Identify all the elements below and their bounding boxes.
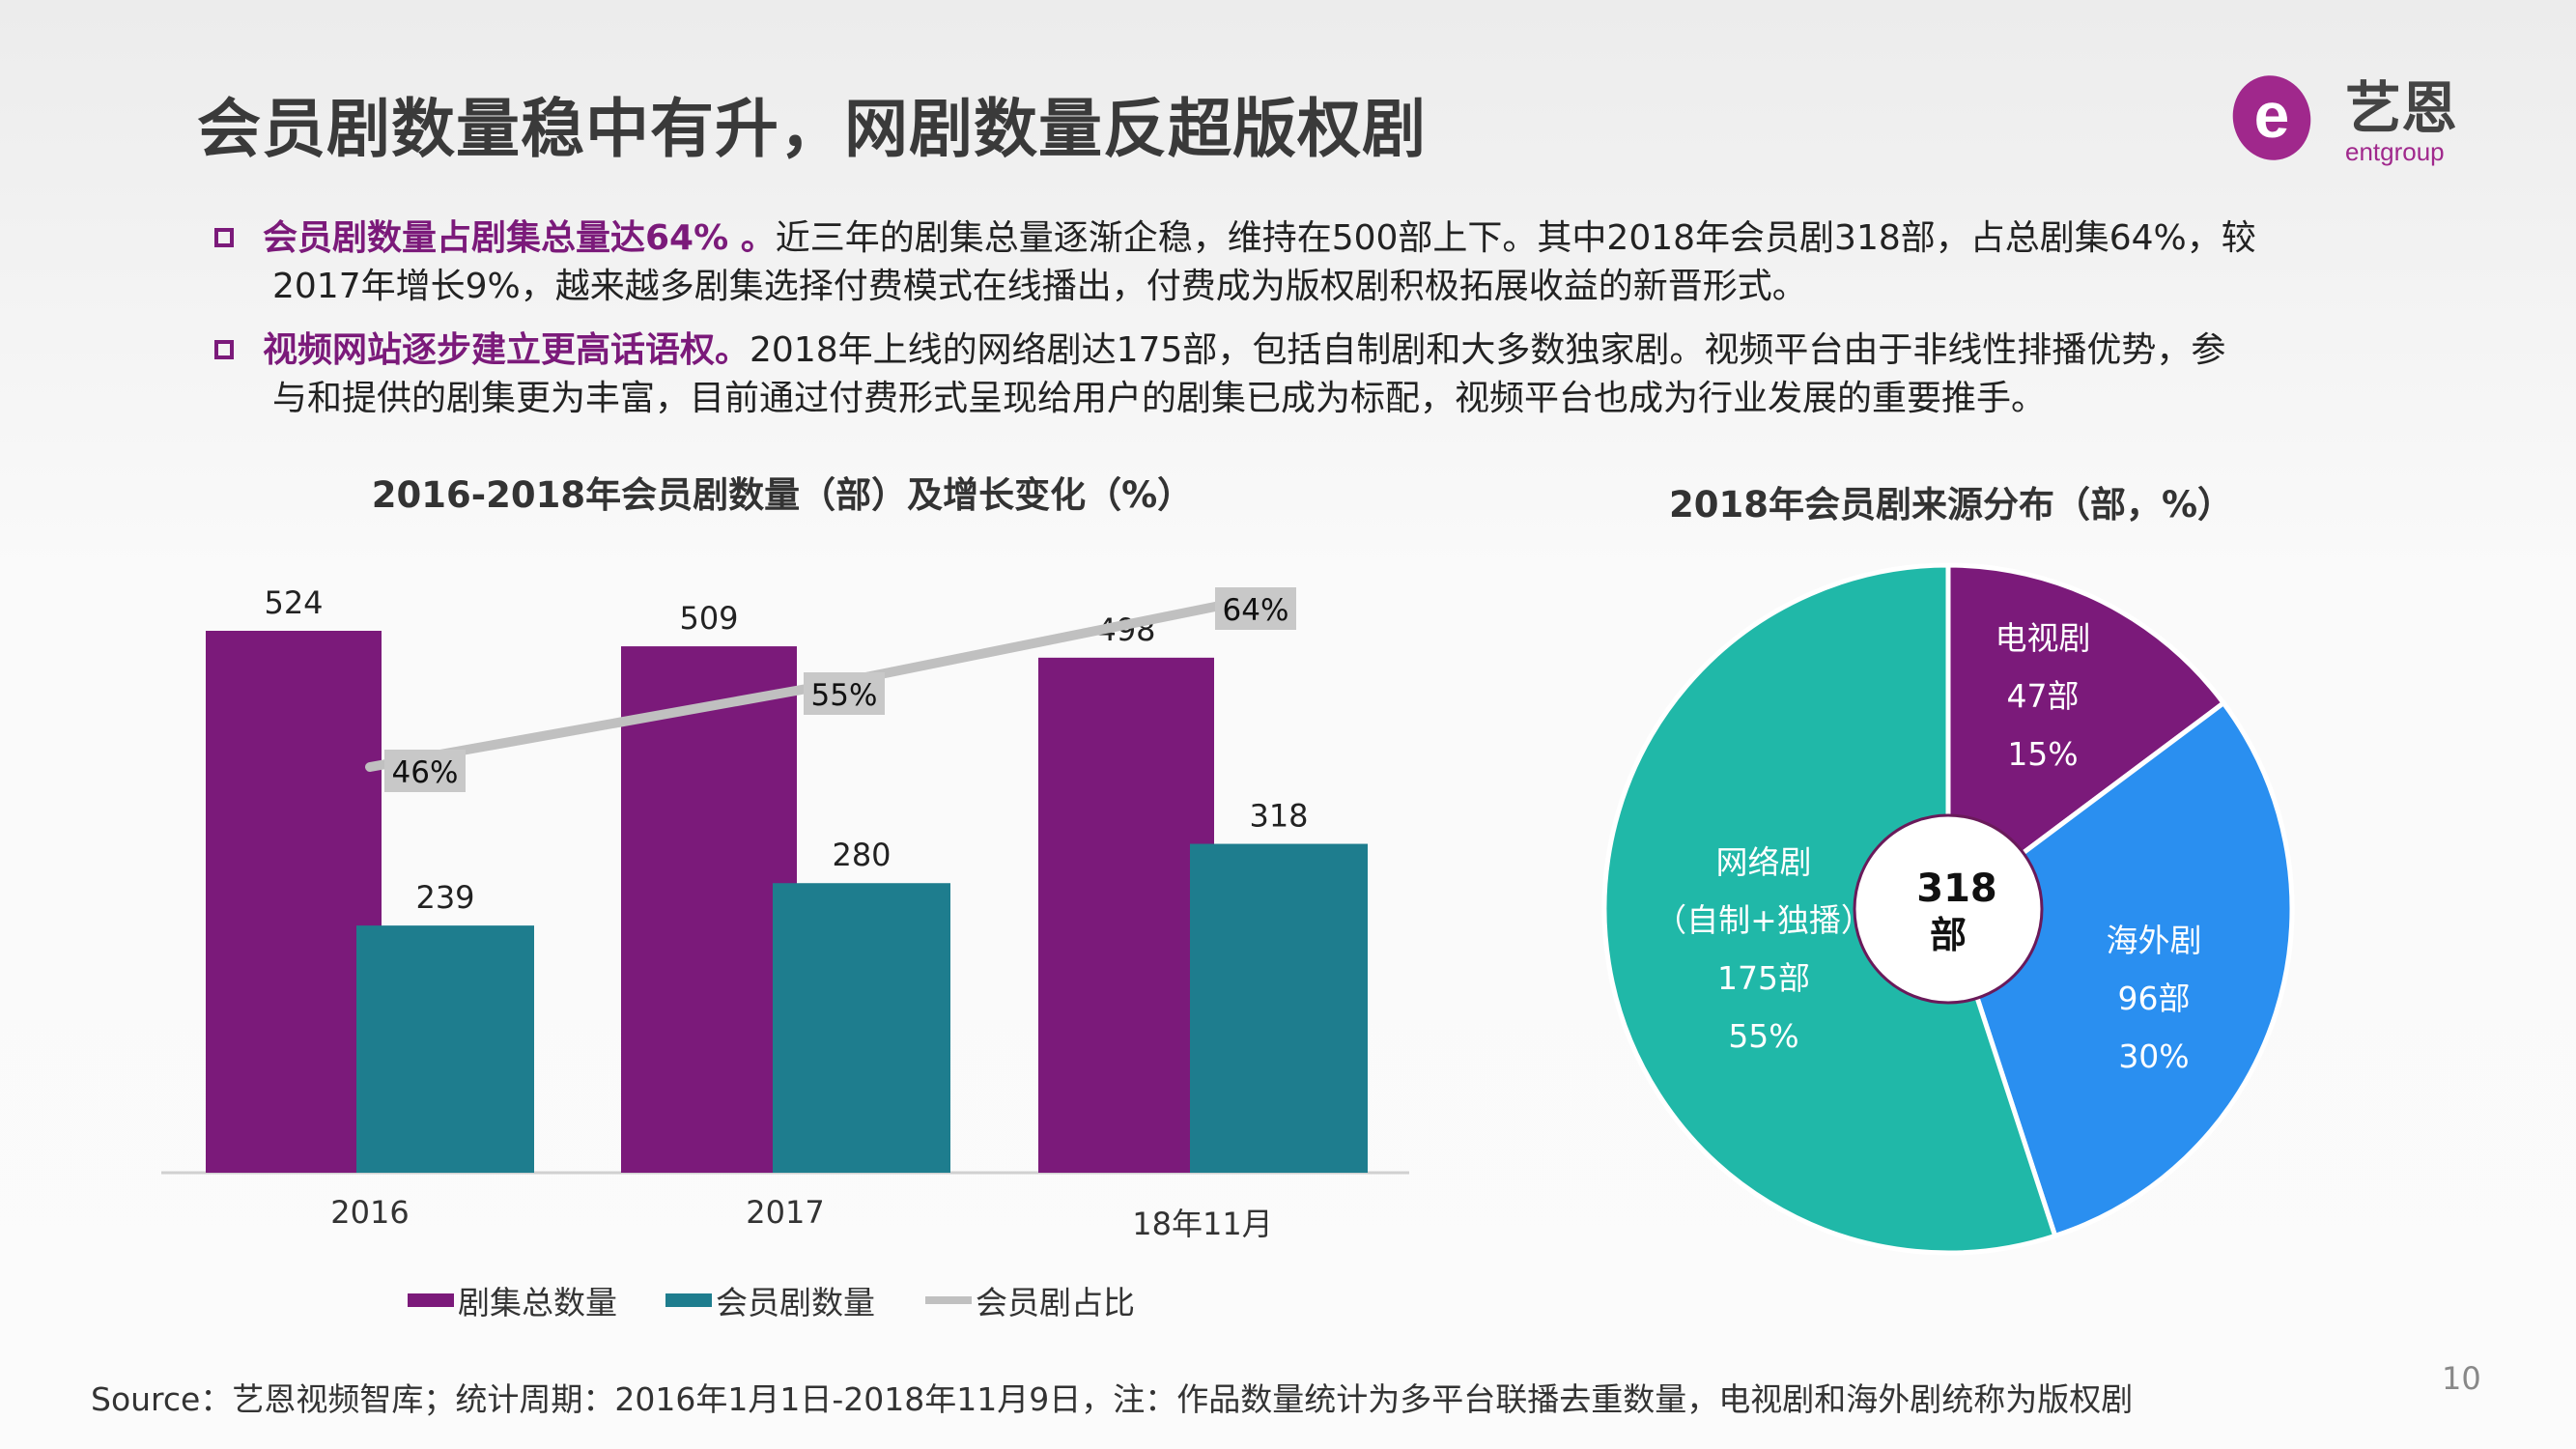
legend-item-ratio: 会员剧占比	[925, 1277, 1135, 1323]
bar-member	[356, 925, 534, 1173]
page-title: 会员剧数量稳中有升，网剧数量反超版权剧	[197, 92, 1427, 166]
pie-chart-title: 2018年会员剧来源分布（部，%）	[1668, 484, 2234, 526]
legend-item-member: 会员剧数量	[665, 1277, 875, 1323]
pie-slice	[1945, 562, 2227, 914]
x-tick-label: 18年11月	[1132, 1206, 1272, 1242]
bar-total-label: 509	[679, 600, 738, 637]
legend-swatch	[408, 1293, 454, 1307]
bar-member	[1190, 843, 1368, 1173]
bullet-2: 视频网站逐步建立更高话语权。2018年上线的网络剧达175部，包括自制剧和大多数…	[214, 327, 2407, 423]
svg-text:entgroup: entgroup	[2345, 137, 2445, 166]
legend-item-total: 剧集总数量	[408, 1277, 617, 1323]
page-number: 10	[2442, 1360, 2481, 1397]
ratio-label: 55%	[811, 678, 878, 713]
pie-slice	[1601, 562, 2058, 1256]
bar-member-label: 280	[832, 837, 891, 873]
bar-member-label: 239	[415, 879, 474, 916]
pie-label: 15%	[2007, 735, 2078, 773]
bar-total	[1038, 657, 1214, 1173]
pie-label: 47部	[2007, 677, 2080, 715]
bar-chart-title: 2016-2018年会员剧数量（部）及增长变化（%）	[371, 474, 1194, 516]
pie-label: 网络剧	[1716, 843, 1812, 881]
source-note: Source：艺恩视频智库；统计周期：2016年1月1日-2018年11月9日，…	[91, 1380, 2134, 1418]
bullet-1: 会员剧数量占剧集总量达64% 。近三年的剧集总量逐渐企稳，维持在500部上下。其…	[214, 214, 2407, 311]
ratio-label: 46%	[392, 755, 459, 790]
pie-label: 175部	[1717, 959, 1810, 997]
pie-label: 30%	[2118, 1037, 2189, 1075]
bar-total-label: 524	[264, 584, 323, 621]
x-tick-label: 2017	[746, 1194, 824, 1231]
pie-center	[1853, 813, 2044, 1005]
bullet-square-icon	[214, 228, 234, 247]
pie-slice	[1945, 699, 2295, 1239]
bar-member-label: 318	[1249, 798, 1308, 835]
pie-label: （自制+独播）	[1655, 901, 1873, 939]
pie-label: 海外剧	[2107, 922, 2202, 959]
legend-swatch	[925, 1296, 972, 1304]
ratio-label-box	[1215, 587, 1296, 630]
svg-text:e: e	[2254, 79, 2290, 151]
bar-member	[773, 883, 950, 1173]
bar-total	[206, 631, 382, 1173]
bar-total	[621, 646, 797, 1173]
bullet-square-icon	[214, 340, 234, 359]
svg-text:艺恩: 艺恩	[2345, 75, 2457, 141]
legend-swatch	[665, 1293, 712, 1307]
ratio-label-box	[384, 750, 466, 792]
ratio-label: 64%	[1223, 593, 1289, 628]
x-tick-label: 2016	[330, 1194, 409, 1231]
pie-label: 55%	[1728, 1017, 1798, 1055]
pie-label: 96部	[2118, 980, 2191, 1017]
pie-center-unit: 部	[1930, 914, 1967, 956]
pie-center-value: 318	[1916, 867, 1997, 911]
pie-label: 电视剧	[1996, 619, 2091, 657]
ratio-label-box	[804, 672, 885, 715]
entgroup-logo: e 艺恩 entgroup	[2231, 70, 2492, 166]
